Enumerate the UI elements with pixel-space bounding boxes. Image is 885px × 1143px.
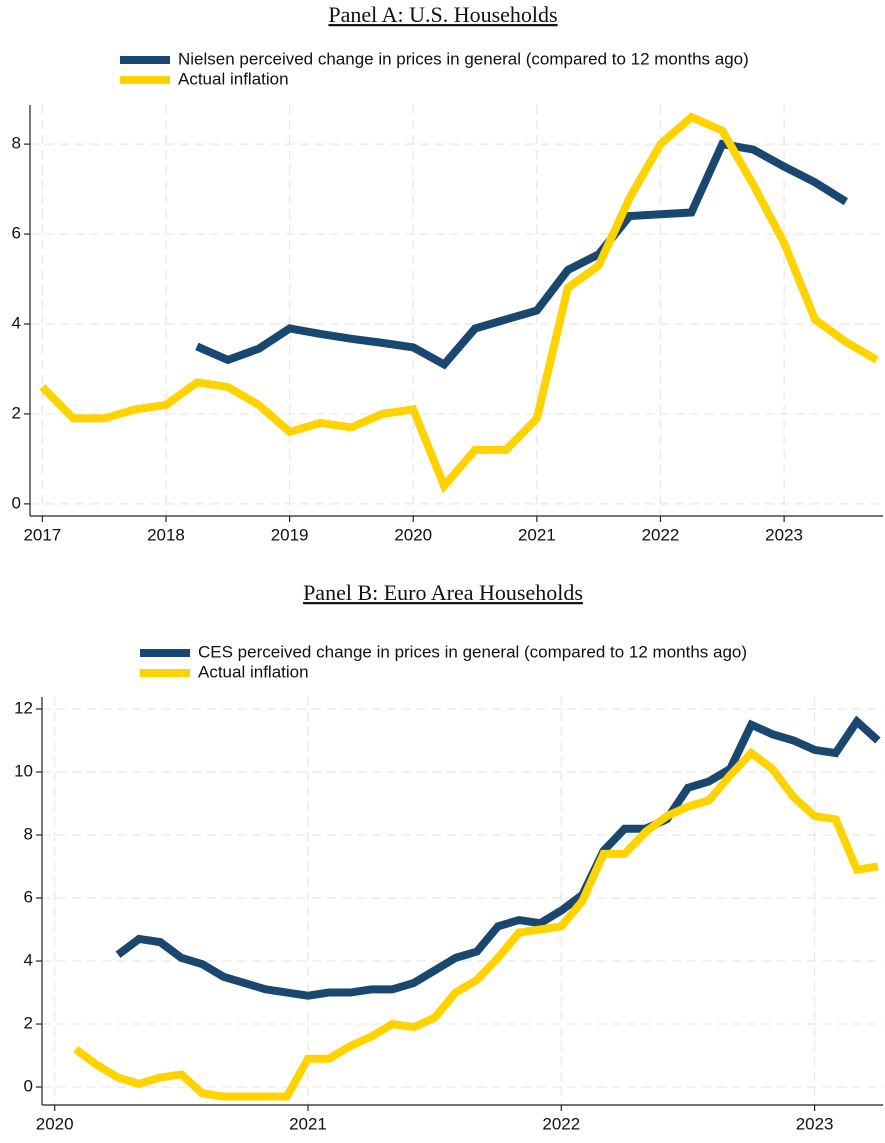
x-tick-label: 2023 <box>796 1114 834 1133</box>
x-tick-label: 2020 <box>394 525 432 544</box>
panel-title: Panel A: U.S. Households <box>328 2 557 27</box>
y-tick-label: 6 <box>12 224 21 243</box>
y-tick-label: 2 <box>24 1014 33 1033</box>
x-tick-label: 2023 <box>765 525 803 544</box>
series-line <box>115 715 881 1000</box>
y-tick-label: 6 <box>24 887 33 906</box>
y-tick-label: 0 <box>24 1077 33 1096</box>
y-tick-label: 2 <box>12 403 21 422</box>
x-tick-label: 2022 <box>642 525 680 544</box>
y-tick-label: 10 <box>14 761 33 780</box>
series-line <box>39 112 879 494</box>
x-tick-label: 2020 <box>36 1114 74 1133</box>
x-tick-label: 2019 <box>271 525 309 544</box>
y-tick-label: 4 <box>12 313 21 332</box>
x-tick-label: 2022 <box>542 1114 580 1133</box>
legend-label: Actual inflation <box>178 69 289 88</box>
legend-label: CES perceived change in prices in genera… <box>198 642 747 661</box>
y-tick-label: 8 <box>24 824 33 843</box>
x-tick-label: 2017 <box>23 525 61 544</box>
x-tick-label: 2018 <box>147 525 185 544</box>
y-tick-label: 12 <box>14 698 33 717</box>
legend-label: Actual inflation <box>198 662 309 681</box>
series-line <box>73 747 879 1101</box>
panel-title: Panel B: Euro Area Households <box>303 580 583 605</box>
x-tick-label: 2021 <box>289 1114 327 1133</box>
y-tick-label: 0 <box>12 493 21 512</box>
y-tick-label: 8 <box>12 134 21 153</box>
y-tick-label: 4 <box>24 951 33 970</box>
legend-label: Nielsen perceived change in prices in ge… <box>178 49 749 68</box>
series-line <box>195 139 849 370</box>
x-tick-label: 2021 <box>518 525 556 544</box>
